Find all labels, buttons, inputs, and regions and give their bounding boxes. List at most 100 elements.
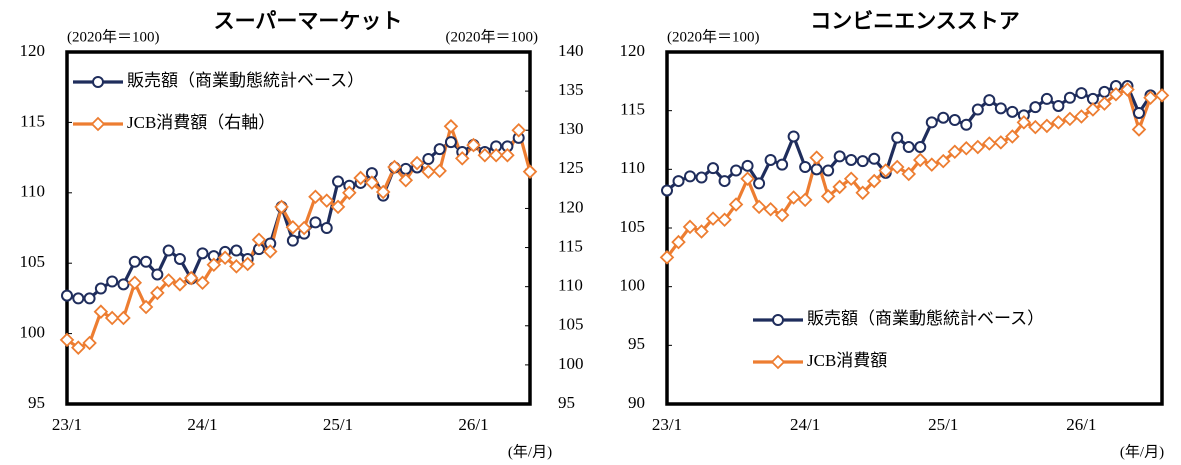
marker: [138, 299, 154, 315]
marker: [833, 150, 846, 163]
y-tick-label: 100: [20, 323, 46, 342]
legend-marker: [90, 116, 106, 132]
marker: [151, 268, 164, 281]
marker: [353, 170, 368, 186]
legend-label: JCB消費額（右軸）: [127, 113, 275, 132]
marker: [162, 244, 175, 257]
marker: [1097, 96, 1112, 111]
marker: [1040, 92, 1053, 105]
marker: [889, 159, 905, 175]
marker: [960, 118, 973, 131]
marker: [764, 153, 777, 166]
marker: [398, 173, 414, 188]
marker: [855, 185, 870, 201]
y2-tick-label: 105: [558, 315, 584, 334]
marker: [1039, 118, 1055, 134]
marker: [730, 164, 743, 177]
marker: [718, 175, 731, 188]
marker: [230, 244, 243, 257]
marker: [982, 136, 997, 151]
marker: [364, 175, 380, 190]
marker: [488, 147, 504, 163]
marker: [661, 184, 673, 197]
marker: [150, 285, 165, 301]
marker: [797, 192, 813, 208]
marker: [444, 136, 457, 149]
marker: [1006, 105, 1019, 118]
y-tick-label: 90: [628, 393, 645, 412]
marker: [72, 292, 85, 305]
y2-tick-label: 135: [558, 80, 584, 99]
marker: [309, 216, 322, 229]
marker: [93, 304, 109, 319]
marker: [433, 143, 446, 156]
y2-tick-label: 140: [558, 41, 584, 60]
marker: [1085, 102, 1101, 117]
marker: [1132, 107, 1145, 120]
marker: [993, 135, 1009, 150]
marker: [912, 152, 928, 168]
x-tick-label: 24/1: [790, 415, 820, 434]
x-tick-label: 23/1: [652, 415, 682, 434]
marker: [832, 179, 847, 195]
marker: [774, 207, 790, 223]
marker: [753, 177, 766, 190]
marker: [217, 250, 233, 265]
marker: [274, 199, 289, 215]
marker: [694, 224, 709, 239]
marker: [786, 190, 801, 205]
marker: [285, 219, 301, 235]
marker: [172, 277, 188, 292]
marker: [751, 199, 767, 215]
y-tick-label: 105: [20, 252, 46, 271]
marker: [901, 166, 917, 182]
marker: [82, 335, 97, 351]
marker: [422, 153, 435, 166]
marker: [161, 273, 176, 288]
x-tick-label: 25/1: [928, 415, 958, 434]
marker: [71, 340, 86, 355]
marker: [1028, 119, 1043, 135]
marker: [845, 153, 858, 166]
y-tick-label: 120: [620, 41, 646, 60]
legend-label: JCB消費額: [807, 351, 887, 370]
marker: [914, 141, 927, 154]
y-tick-label: 100: [620, 276, 646, 295]
x-tick-label: 24/1: [187, 415, 217, 434]
y-tick-label: 120: [20, 41, 46, 60]
marker: [196, 247, 209, 260]
marker: [1052, 99, 1065, 112]
marker: [104, 310, 120, 326]
marker: [959, 140, 974, 156]
y2-tick-label: 110: [558, 276, 583, 295]
marker: [173, 252, 186, 265]
marker: [902, 141, 915, 154]
legend-marker: [772, 314, 784, 326]
marker: [971, 103, 984, 116]
marker: [741, 159, 754, 172]
y-tick-label: 115: [620, 100, 645, 119]
marker: [970, 139, 986, 155]
marker: [443, 119, 459, 134]
marker: [1063, 91, 1076, 104]
marker: [387, 159, 402, 175]
marker: [695, 171, 708, 184]
marker: [477, 147, 493, 163]
x-tick-label: 23/1: [52, 415, 82, 434]
y2-axis-label: (2020年＝100): [446, 28, 539, 45]
y2-tick-label: 125: [558, 158, 584, 177]
marker: [320, 222, 333, 234]
marker: [262, 244, 278, 259]
marker: [994, 102, 1007, 115]
marker: [195, 275, 210, 291]
chart-title: スーパーマーケット: [214, 9, 403, 33]
x-tick-label: 26/1: [458, 415, 488, 434]
y-tick-label: 105: [620, 217, 646, 236]
marker: [511, 122, 526, 138]
marker: [878, 163, 893, 178]
y2-tick-label: 100: [558, 354, 584, 373]
x-tick-label: 25/1: [323, 415, 353, 434]
y-axis-label: (2020年＝100): [67, 28, 160, 45]
y-tick-label: 115: [20, 111, 45, 130]
marker: [308, 189, 323, 204]
